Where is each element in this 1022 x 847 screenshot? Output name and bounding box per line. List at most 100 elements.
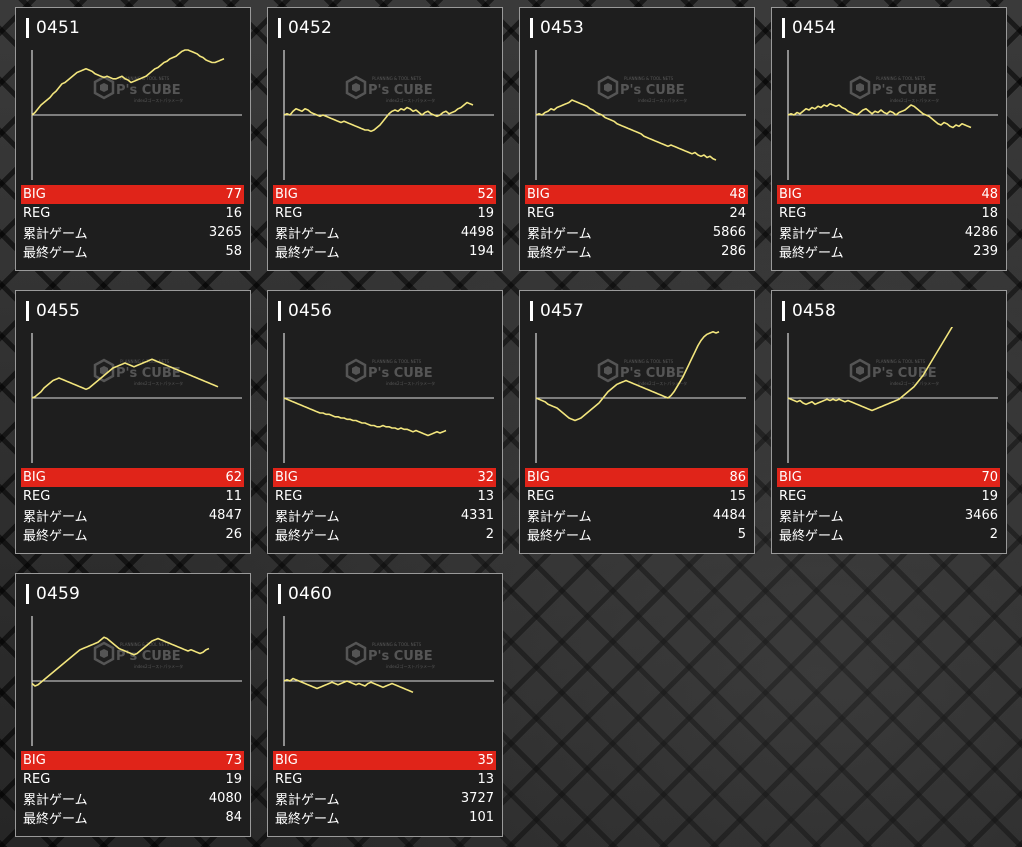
card-title: 0453	[530, 16, 584, 40]
reg-count: 18	[981, 206, 998, 221]
total-games-count: 3727	[460, 791, 494, 806]
total-games-count: 4847	[208, 508, 242, 523]
total-games-label: 累計ゲーム	[275, 227, 340, 242]
last-games-count: 286	[721, 244, 746, 259]
last-games-label: 最終ゲーム	[779, 246, 844, 261]
watermark-brand: P's CUBE	[368, 366, 433, 381]
card-title: 0455	[26, 299, 80, 323]
last-games-count: 26	[225, 527, 242, 542]
card-title: 0454	[782, 16, 836, 40]
reg-row: REG 13	[273, 770, 496, 789]
machine-card-0452[interactable]: 0452 P's CUBE PLANNING & TOOL NETS index2ゴー…	[267, 7, 503, 271]
machine-card-0453[interactable]: 0453 P's CUBE PLANNING & TOOL NETS index2ゴー…	[519, 7, 755, 271]
reg-row: REG 24	[525, 204, 748, 223]
watermark-tagline: PLANNING & TOOL NETS	[624, 76, 674, 81]
watermark-logo: P's CUBE PLANNING & TOOL NETS index2ゴーストパラ…	[849, 358, 939, 386]
big-row: BIG 86	[525, 468, 748, 487]
watermark-tagline: PLANNING & TOOL NETS	[624, 359, 674, 364]
slump-line	[787, 320, 960, 412]
reg-count: 24	[729, 206, 746, 221]
slump-line	[283, 677, 414, 694]
title-marker	[26, 584, 29, 604]
slump-line	[31, 358, 219, 399]
big-row: BIG 35	[273, 751, 496, 770]
title-marker	[26, 301, 29, 321]
slump-chart: P's CUBE PLANNING & TOOL NETS index2ゴーストパラ…	[520, 44, 754, 180]
reg-label: REG	[275, 489, 303, 504]
watermark-subtitle: index2ゴーストパラメータ	[386, 97, 435, 103]
total-games-row: 累計ゲーム 4498	[273, 223, 496, 242]
total-games-label: 累計ゲーム	[23, 227, 88, 242]
watermark-subtitle: index2ゴーストパラメータ	[386, 380, 435, 386]
total-games-label: 累計ゲーム	[23, 793, 88, 808]
card-title: 0456	[278, 299, 332, 323]
reg-label: REG	[275, 772, 303, 787]
total-games-count: 4498	[460, 225, 494, 240]
reg-label: REG	[23, 206, 51, 221]
total-games-row: 累計ゲーム 3727	[273, 789, 496, 808]
last-games-label: 最終ゲーム	[23, 812, 88, 827]
machine-card-0454[interactable]: 0454 P's CUBE PLANNING & TOOL NETS index2ゴー…	[771, 7, 1007, 271]
slump-line	[283, 397, 447, 437]
big-count: 35	[477, 753, 494, 768]
watermark-subtitle: index2ゴーストパラメータ	[890, 380, 939, 386]
watermark-logo: P's CUBE PLANNING & TOOL NETS index2ゴーストパラ…	[93, 641, 183, 669]
total-games-row: 累計ゲーム 4847	[21, 506, 244, 525]
machine-card-0455[interactable]: 0455 P's CUBE PLANNING & TOOL NETS index2ゴー…	[15, 290, 251, 554]
last-games-count: 84	[225, 810, 242, 825]
watermark-subtitle: index2ゴーストパラメータ	[134, 663, 183, 669]
machine-card-0459[interactable]: 0459 P's CUBE PLANNING & TOOL NETS index2ゴー…	[15, 573, 251, 837]
machine-number: 0457	[540, 301, 585, 321]
total-games-count: 4080	[208, 791, 242, 806]
stats-table: BIG 32 REG 13 累計ゲーム 4331 最終ゲーム 2	[273, 468, 496, 544]
total-games-row: 累計ゲーム 4080	[21, 789, 244, 808]
title-marker	[530, 18, 533, 38]
last-games-label: 最終ゲーム	[275, 529, 340, 544]
machine-number: 0452	[288, 18, 333, 38]
watermark-brand: P's CUBE	[620, 83, 685, 98]
total-games-row: 累計ゲーム 3466	[777, 506, 1000, 525]
watermark-brand: P's CUBE	[116, 366, 181, 381]
last-games-row: 最終ゲーム 2	[777, 525, 1000, 544]
card-title: 0451	[26, 16, 80, 40]
total-games-label: 累計ゲーム	[779, 510, 844, 525]
title-marker	[782, 18, 785, 38]
machine-card-0460[interactable]: 0460 P's CUBE PLANNING & TOOL NETS index2ゴー…	[267, 573, 503, 837]
total-games-row: 累計ゲーム 4331	[273, 506, 496, 525]
reg-count: 16	[225, 206, 242, 221]
big-count: 73	[225, 753, 242, 768]
big-label: BIG	[779, 187, 802, 202]
stats-table: BIG 70 REG 19 累計ゲーム 3466 最終ゲーム 2	[777, 468, 1000, 544]
last-games-row: 最終ゲーム 58	[21, 242, 244, 261]
total-games-count: 5866	[712, 225, 746, 240]
watermark-tagline: PLANNING & TOOL NETS	[876, 76, 926, 81]
big-label: BIG	[779, 470, 802, 485]
big-row: BIG 73	[21, 751, 244, 770]
machine-card-0451[interactable]: 0451 P's CUBE PLANNING & TOOL NETS index2ゴー…	[15, 7, 251, 271]
reg-label: REG	[23, 489, 51, 504]
watermark-tagline: PLANNING & TOOL NETS	[372, 76, 422, 81]
machine-card-0457[interactable]: 0457 P's CUBE PLANNING & TOOL NETS index2ゴー…	[519, 290, 755, 554]
big-count: 62	[225, 470, 242, 485]
slump-chart: P's CUBE PLANNING & TOOL NETS index2ゴーストパラ…	[268, 327, 502, 463]
big-label: BIG	[527, 187, 550, 202]
total-games-count: 4286	[964, 225, 998, 240]
last-games-row: 最終ゲーム 194	[273, 242, 496, 261]
machine-card-0458[interactable]: 0458 P's CUBE PLANNING & TOOL NETS index2ゴー…	[771, 290, 1007, 554]
total-games-label: 累計ゲーム	[779, 227, 844, 242]
card-title: 0452	[278, 16, 332, 40]
machine-card-0456[interactable]: 0456 P's CUBE PLANNING & TOOL NETS index2ゴー…	[267, 290, 503, 554]
reg-row: REG 11	[21, 487, 244, 506]
total-games-count: 4331	[460, 508, 494, 523]
watermark-subtitle: index2ゴーストパラメータ	[134, 380, 183, 386]
machine-number: 0460	[288, 584, 333, 604]
last-games-count: 239	[973, 244, 998, 259]
slump-chart: P's CUBE PLANNING & TOOL NETS index2ゴーストパラ…	[772, 320, 1006, 463]
big-count: 52	[477, 187, 494, 202]
total-games-row: 累計ゲーム 4286	[777, 223, 1000, 242]
last-games-row: 最終ゲーム 5	[525, 525, 748, 544]
